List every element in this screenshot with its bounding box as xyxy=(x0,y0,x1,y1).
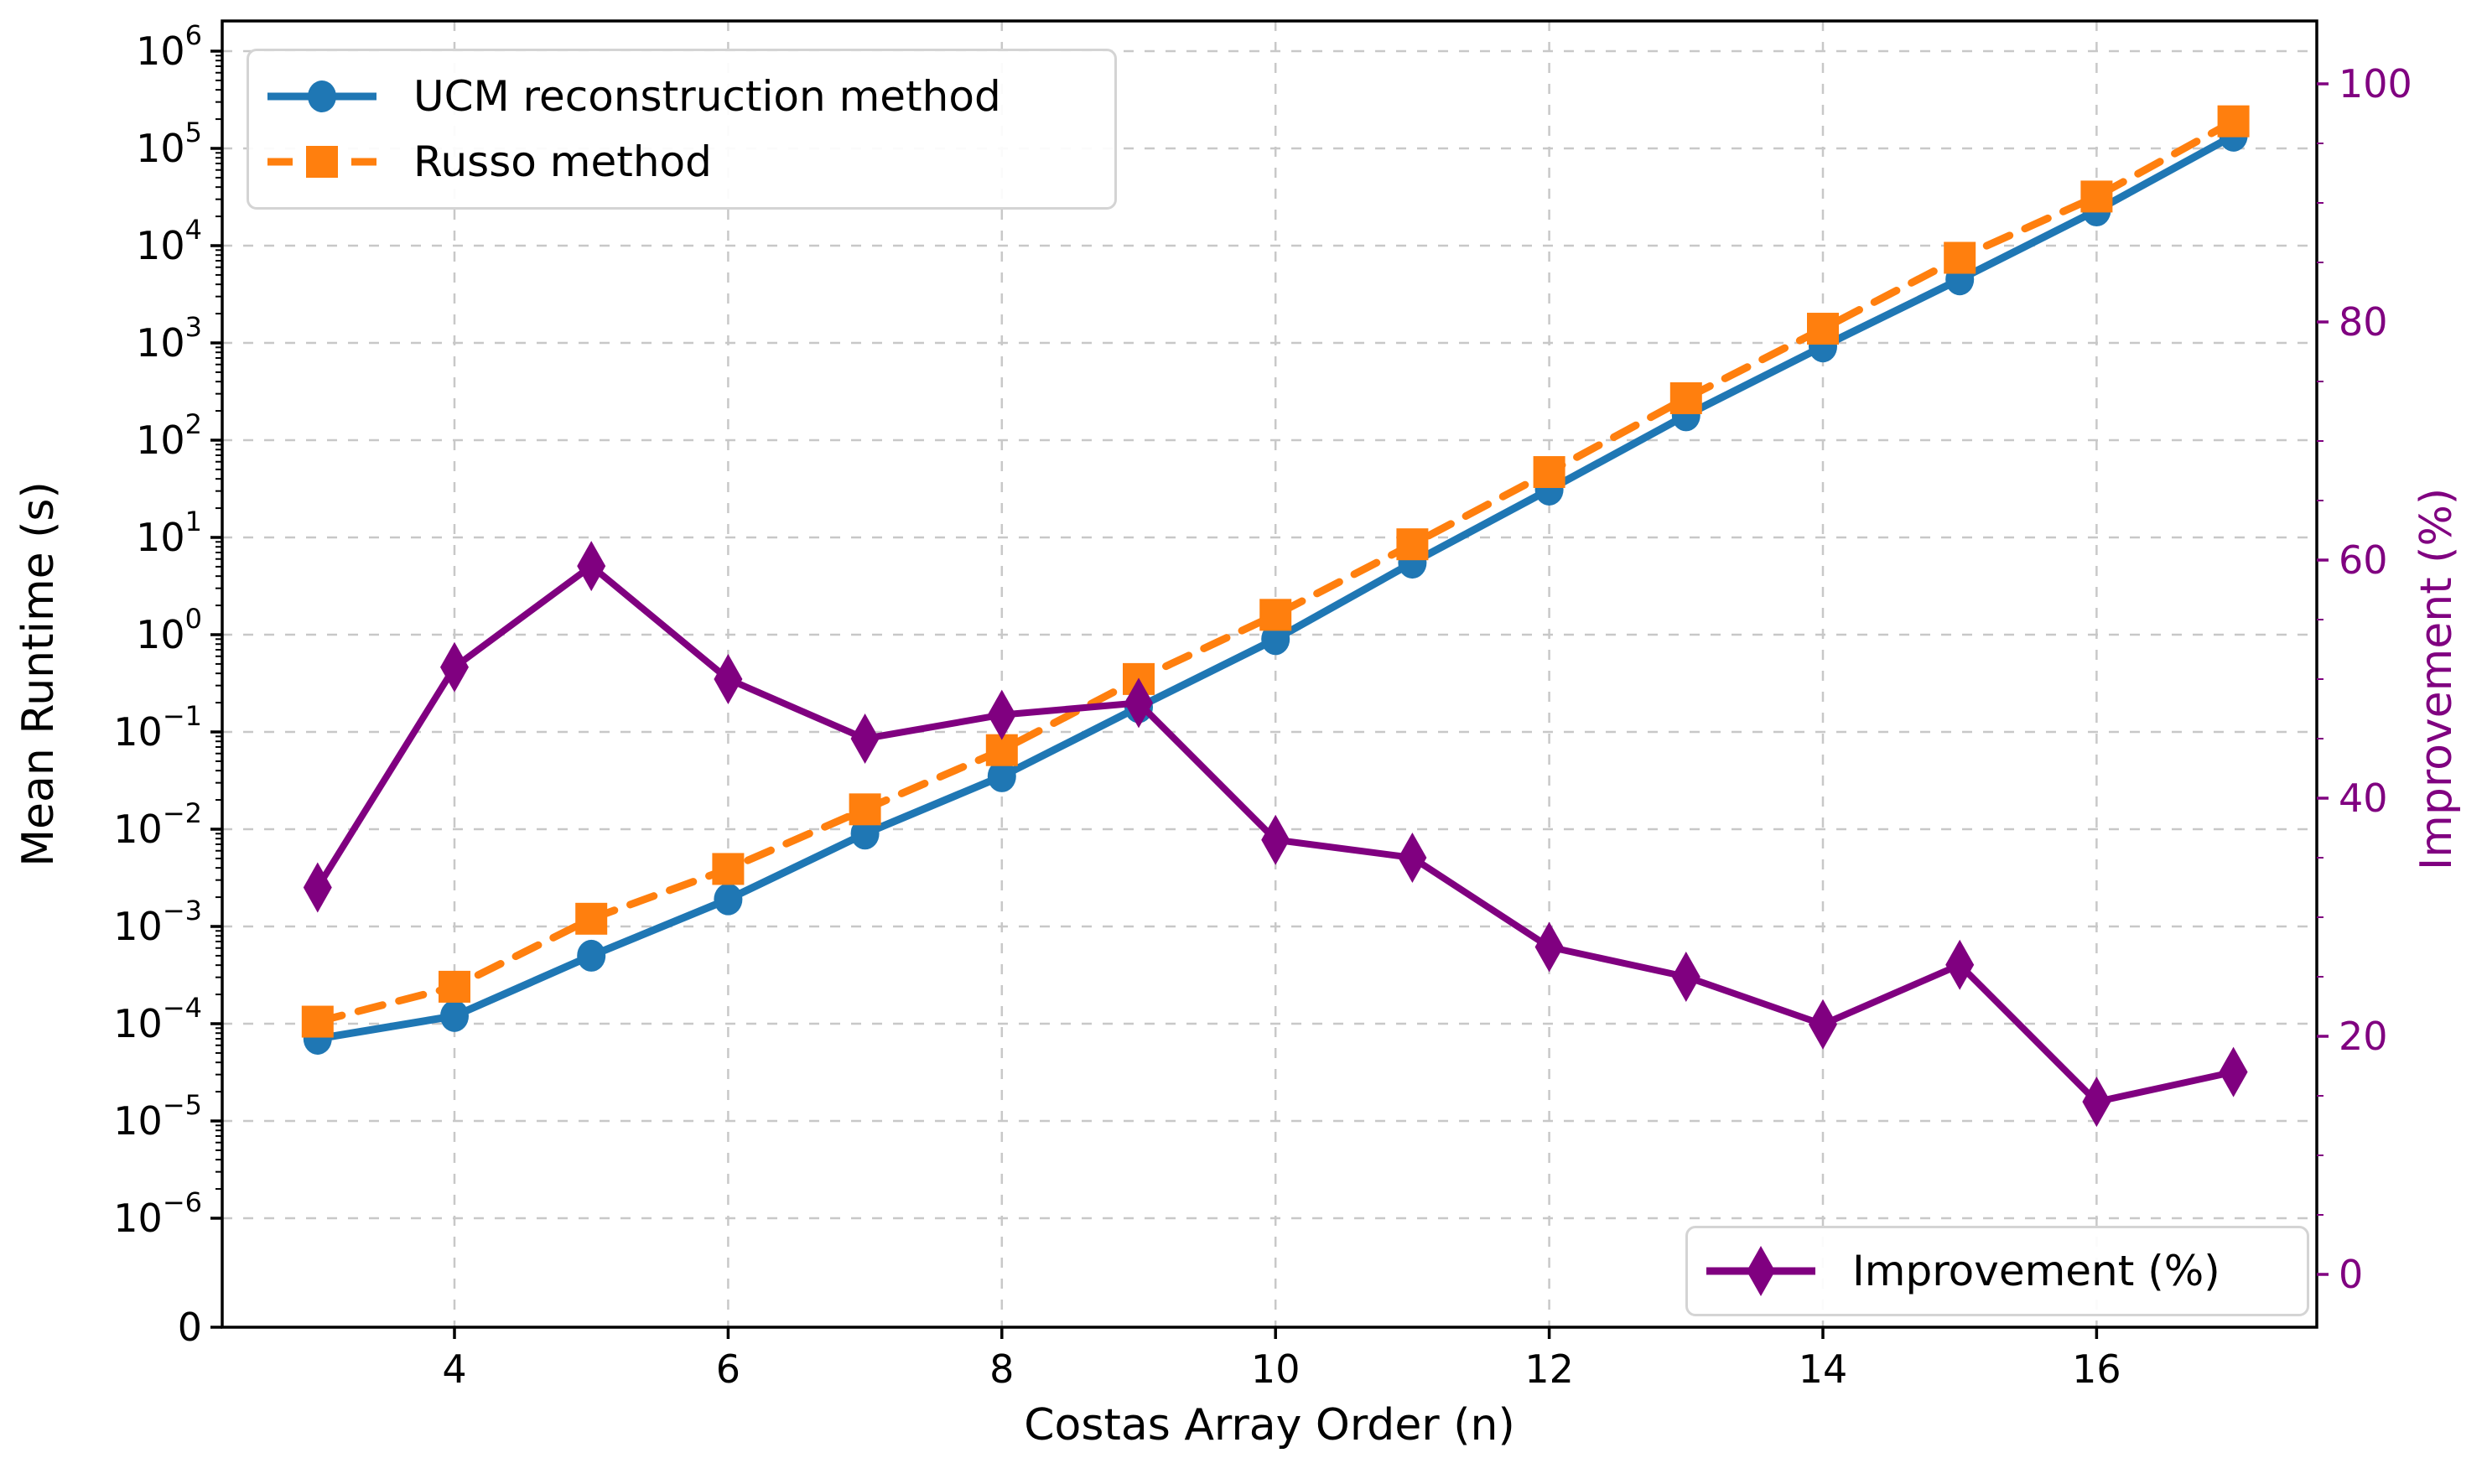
marker-thin-diamond xyxy=(440,641,469,693)
marker-square xyxy=(1807,313,1839,345)
left-tick-label: 102 xyxy=(136,408,202,463)
marker-circle xyxy=(987,760,1016,792)
right-y-axis-title: Improvement (%) xyxy=(2412,487,2462,871)
marker-thin-diamond xyxy=(1945,939,1975,990)
series-improvement xyxy=(303,541,2248,1128)
right-tick-label: 80 xyxy=(2339,299,2388,345)
ucm-line-sample-icon xyxy=(267,80,376,112)
bottom-tick-label: 6 xyxy=(716,1346,740,1392)
legend-label-improvement: Improvement (%) xyxy=(1852,1247,2220,1295)
series-line xyxy=(314,117,2238,1026)
marker-circle xyxy=(1261,623,1290,656)
right-tick-label: 100 xyxy=(2339,61,2412,106)
legend-runtime-methods: UCM reconstruction method Russo method xyxy=(247,49,1117,210)
right-tick-label: 60 xyxy=(2339,537,2388,583)
marker-square xyxy=(1396,528,1429,561)
marker-thin-diamond xyxy=(1534,921,1564,973)
left-tick-label: 10−3 xyxy=(113,895,202,949)
marker-thin-diamond xyxy=(850,713,880,764)
left-tick-label: 10−1 xyxy=(113,700,202,755)
left-y-axis-title: Mean Runtime (s) xyxy=(13,481,64,867)
marker-thin-diamond xyxy=(303,862,332,913)
left-tick-label: 10−5 xyxy=(113,1089,202,1144)
marker-thin-diamond xyxy=(1747,1246,1775,1296)
marker-circle xyxy=(440,999,469,1032)
marker-circle xyxy=(308,80,336,112)
series-russo-method xyxy=(301,105,2250,1038)
left-zero-tick-label: 0 xyxy=(178,1305,202,1350)
left-tick-label: 10−4 xyxy=(113,992,202,1046)
bottom-tick-label: 10 xyxy=(1251,1346,1301,1392)
marker-square xyxy=(1259,599,1292,631)
left-tick-label: 103 xyxy=(136,311,202,366)
legend-item-improvement: Improvement (%) xyxy=(1706,1246,2285,1296)
marker-square xyxy=(712,853,745,885)
marker-square xyxy=(1533,456,1565,489)
marker-square xyxy=(306,146,338,178)
right-tick-label: 20 xyxy=(2339,1014,2388,1059)
x-axis-title: Costas Array Order (n) xyxy=(1024,1400,1515,1450)
left-tick-label: 101 xyxy=(136,506,202,560)
left-tick-label: 100 xyxy=(136,603,202,657)
legend-improvement: Improvement (%) xyxy=(1685,1226,2309,1316)
marker-thin-diamond xyxy=(714,654,743,704)
right-tick-label: 40 xyxy=(2339,776,2388,821)
left-tick-label: 105 xyxy=(136,117,202,171)
marker-thin-diamond xyxy=(2219,1046,2248,1097)
left-tick-label: 10−6 xyxy=(113,1186,202,1241)
marker-thin-diamond xyxy=(1671,952,1700,1002)
marker-circle xyxy=(850,817,880,850)
bottom-tick-label: 14 xyxy=(1799,1346,1848,1392)
bottom-tick-label: 16 xyxy=(2072,1346,2121,1392)
marker-square xyxy=(301,1005,334,1038)
series-ucm-reconstruction-method xyxy=(303,119,2248,1055)
marker-thin-diamond xyxy=(1124,677,1153,729)
improvement-line-sample-icon xyxy=(1706,1246,1815,1296)
bottom-tick-label: 12 xyxy=(1524,1346,1574,1392)
plot-border xyxy=(221,19,2318,1329)
marker-square xyxy=(439,970,470,1003)
marker-thin-diamond xyxy=(1809,999,1837,1050)
legend-item-russo: Russo method xyxy=(267,137,1093,187)
bottom-tick-label: 8 xyxy=(989,1346,1014,1392)
right-tick-label: 0 xyxy=(2339,1252,2363,1297)
marker-square xyxy=(1944,241,1976,274)
marker-square xyxy=(1669,381,1702,414)
marker-thin-diamond xyxy=(987,689,1016,740)
marker-square xyxy=(2217,105,2250,138)
marker-square xyxy=(575,902,608,935)
left-tick-label: 104 xyxy=(136,214,202,268)
marker-thin-diamond xyxy=(1261,814,1290,865)
left-tick-label: 106 xyxy=(136,19,202,74)
legend-label-ucm: UCM reconstruction method xyxy=(413,72,1001,121)
marker-thin-diamond xyxy=(2082,1077,2111,1128)
left-tick-label: 10−2 xyxy=(113,797,202,852)
legend-label-russo: Russo method xyxy=(413,138,712,186)
marker-square xyxy=(2080,180,2113,213)
marker-circle xyxy=(714,883,743,916)
marker-thin-diamond xyxy=(1398,833,1427,883)
russo-line-sample-icon xyxy=(267,146,376,178)
legend-item-ucm: UCM reconstruction method xyxy=(267,71,1093,122)
marker-square xyxy=(849,793,881,826)
marker-circle xyxy=(577,939,606,972)
marker-thin-diamond xyxy=(577,541,606,592)
bottom-tick-label: 4 xyxy=(442,1346,466,1392)
